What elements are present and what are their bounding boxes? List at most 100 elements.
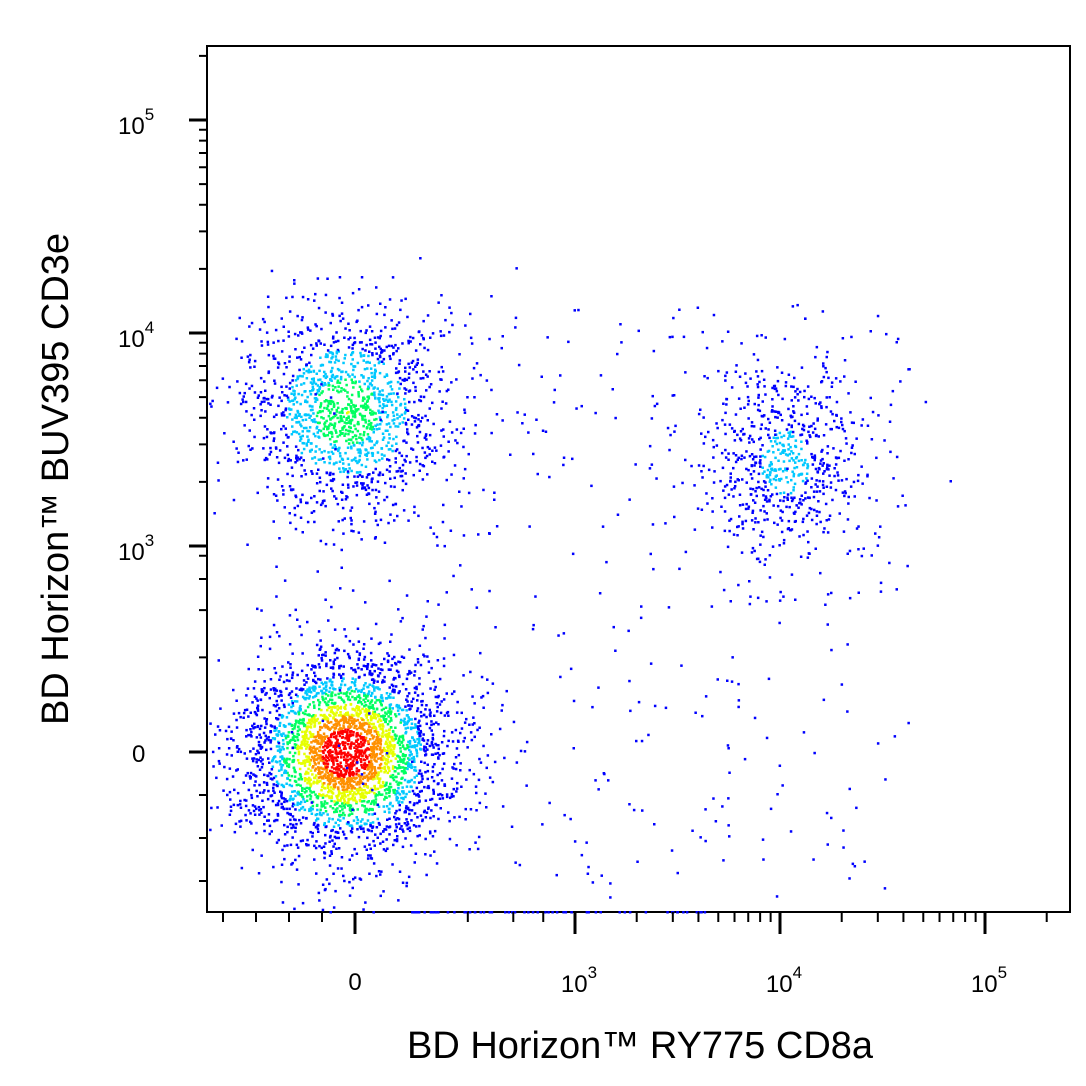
- event-dot: [330, 706, 334, 709]
- event-dot: [334, 756, 337, 759]
- event-dot: [291, 797, 294, 801]
- event-dot: [306, 758, 309, 762]
- event-dot: [294, 608, 297, 612]
- event-dot: [382, 362, 385, 365]
- event-dot: [311, 835, 314, 838]
- event-dot: [737, 456, 740, 460]
- event-dot: [342, 692, 345, 695]
- event-dot: [297, 777, 301, 781]
- event-dot: [404, 460, 407, 463]
- event-dot: [228, 813, 232, 816]
- event-dot: [360, 688, 364, 692]
- event-dot: [384, 828, 388, 831]
- event-dot: [294, 858, 297, 862]
- event-dot: [780, 477, 783, 481]
- event-dot: [308, 793, 312, 797]
- event-dot: [368, 350, 371, 353]
- event-dot: [330, 741, 333, 744]
- event-dot: [242, 400, 245, 404]
- event-dot: [345, 735, 348, 738]
- event-dot: [355, 801, 358, 805]
- event-dot: [294, 826, 297, 830]
- event-dot: [374, 664, 378, 667]
- event-dot: [325, 419, 328, 423]
- event-dot: [434, 752, 437, 755]
- event-dot: [305, 736, 308, 739]
- event-dot: [339, 749, 343, 752]
- event-dot: [249, 448, 252, 451]
- event-dot: [346, 395, 349, 398]
- event-dot: [222, 789, 225, 792]
- event-dot: [342, 804, 346, 808]
- event-dot: [292, 823, 295, 827]
- event-dot: [381, 754, 384, 758]
- event-dot: [432, 422, 435, 426]
- event-dot: [349, 336, 352, 339]
- event-dot: [314, 767, 318, 770]
- event-dot: [314, 292, 317, 296]
- event-dot: [325, 770, 328, 773]
- event-dot: [400, 474, 404, 478]
- event-dot: [787, 431, 790, 434]
- event-dot: [822, 472, 825, 475]
- event-dot: [264, 410, 267, 413]
- event-dot: [462, 427, 465, 430]
- event-dot: [419, 663, 423, 667]
- event-dot: [424, 636, 427, 640]
- event-dot: [301, 805, 305, 809]
- event-dot: [386, 659, 390, 662]
- event-dot: [323, 461, 326, 464]
- event-dot: [339, 770, 342, 773]
- event-dot: [407, 692, 411, 695]
- event-dot: [293, 279, 296, 282]
- event-dot: [815, 514, 819, 517]
- event-dot: [275, 689, 279, 692]
- event-dot: [234, 822, 238, 826]
- event-dot: [336, 801, 339, 804]
- event-dot: [373, 376, 376, 380]
- event-dot: [416, 709, 419, 713]
- event-dot: [267, 813, 271, 816]
- event-dot: [399, 474, 402, 478]
- event-dot: [311, 405, 314, 408]
- event-dot: [422, 337, 425, 341]
- event-dot: [347, 786, 350, 790]
- event-dot: [394, 400, 398, 403]
- event-dot: [866, 424, 870, 427]
- event-dot: [344, 451, 347, 455]
- event-dot: [313, 724, 317, 727]
- event-dot: [311, 472, 314, 475]
- event-dot: [420, 789, 423, 793]
- event-dot: [301, 795, 304, 799]
- event-dot: [294, 413, 298, 417]
- event-dot: [276, 499, 279, 502]
- event-dot: [775, 492, 779, 496]
- event-dot: [378, 823, 381, 826]
- event-dot: [341, 715, 345, 718]
- event-dot: [450, 431, 454, 434]
- event-dot: [822, 462, 825, 465]
- event-dot: [353, 411, 356, 415]
- event-dot: [397, 469, 400, 473]
- event-dot: [428, 370, 431, 373]
- event-dot: [359, 726, 362, 730]
- event-dot: [361, 441, 365, 444]
- event-dot: [420, 334, 424, 337]
- event-dot: [319, 356, 322, 359]
- event-dot: [335, 847, 338, 850]
- event-dot: [354, 481, 357, 484]
- event-dot: [773, 429, 777, 432]
- event-dot: [327, 779, 331, 783]
- event-dot: [337, 720, 341, 724]
- event-dot: [340, 856, 344, 859]
- event-dot: [362, 722, 366, 725]
- event-dot: [393, 745, 396, 749]
- event-dot: [287, 335, 291, 338]
- event-dot: [385, 781, 388, 785]
- event-dot: [423, 761, 426, 765]
- event-dot: [348, 425, 351, 429]
- event-dot: [343, 336, 346, 339]
- event-dot: [326, 349, 330, 352]
- event-dot: [324, 810, 328, 813]
- event-dot: [300, 669, 304, 673]
